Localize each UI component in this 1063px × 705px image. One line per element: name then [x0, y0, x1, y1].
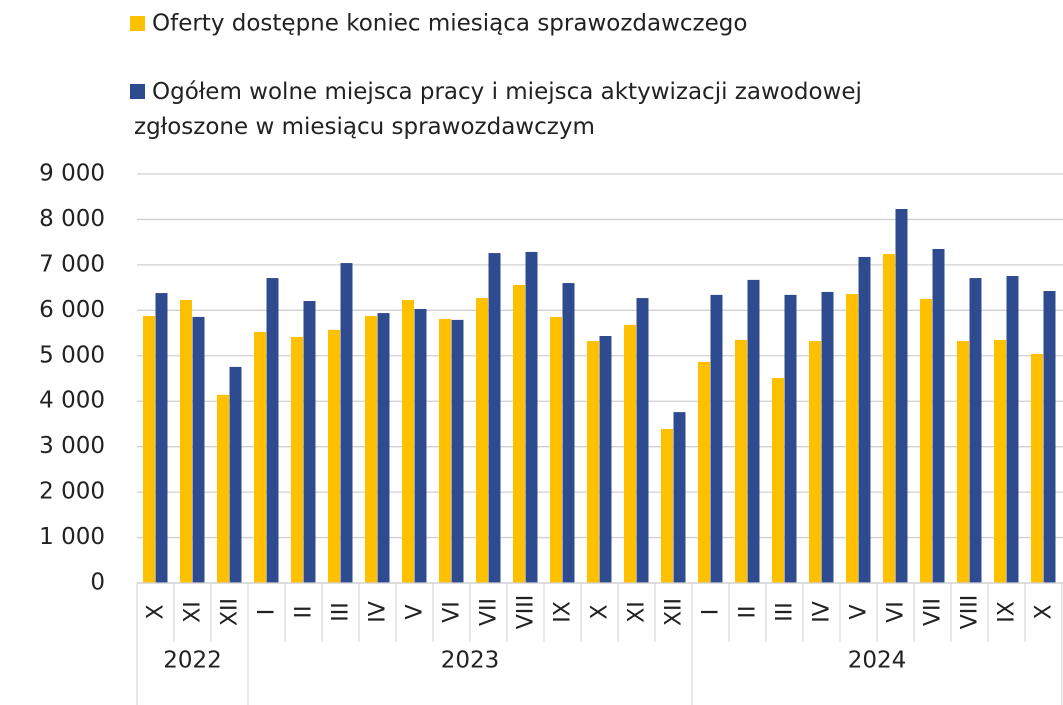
legend-label: Oferty dostępne koniec miesiąca sprawozd… [152, 11, 747, 37]
x-tick-label: IX [551, 601, 576, 623]
y-tick-label: 1 000 [39, 524, 105, 550]
bar [587, 341, 599, 583]
group-label: 2022 [163, 648, 222, 674]
x-tick-label: II [736, 606, 761, 619]
bar [180, 299, 192, 583]
bar [858, 256, 871, 583]
x-tick-label: VII [921, 598, 946, 626]
bar [661, 428, 673, 583]
x-tick-label: V [847, 604, 872, 619]
x-tick-label: IV [366, 601, 391, 623]
y-tick-label: 7 000 [39, 251, 105, 277]
bar [994, 339, 1006, 583]
y-tick-label: 8 000 [39, 206, 105, 232]
x-tick-label: VIII [958, 595, 983, 630]
x-tick-label: X [588, 604, 613, 619]
bar [710, 294, 723, 583]
group-label: 2024 [848, 648, 907, 674]
x-tick-label: X [1032, 604, 1057, 619]
bar [735, 339, 747, 583]
bar [846, 293, 858, 583]
bar [303, 301, 316, 583]
bar [772, 378, 784, 583]
bar [784, 294, 797, 583]
bar [217, 394, 229, 583]
legend-line: zgłoszone w miesiącu sprawozdawczym [134, 114, 595, 140]
bar [229, 366, 242, 583]
x-tick-label: XI [181, 601, 206, 623]
y-tick-label: 9 000 [39, 161, 105, 187]
x-tick-label: XI [625, 601, 650, 623]
bar [143, 316, 155, 583]
x-tick-label: VIII [514, 595, 539, 630]
x-tick-label: III [773, 602, 798, 621]
x-tick-label: IV [810, 601, 835, 623]
x-tick-label: XII [218, 598, 243, 626]
bar [377, 313, 390, 583]
x-tick-label: VII [477, 598, 502, 626]
bar [488, 253, 501, 583]
legend-label: Ogółem wolne miejsca pracy i miejsca akt… [134, 79, 862, 140]
bar [883, 253, 895, 583]
group-label: 2023 [441, 648, 500, 674]
bar [599, 336, 612, 583]
x-tick-label: VI [440, 601, 465, 623]
bar [969, 278, 982, 583]
bar [957, 341, 969, 583]
bar [525, 251, 538, 583]
bar [624, 324, 636, 583]
bar [476, 298, 488, 583]
bar [673, 412, 686, 583]
bar [513, 284, 525, 583]
bar [895, 208, 908, 583]
bar [451, 319, 464, 583]
y-tick-label: 6 000 [39, 297, 105, 323]
bar [636, 298, 649, 583]
x-tick-label: V [403, 604, 428, 619]
y-tick-label: 0 [90, 570, 105, 596]
bar [365, 316, 377, 583]
legend-line: Ogółem wolne miejsca pracy i miejsca akt… [152, 79, 862, 105]
bar [1006, 276, 1019, 583]
bar [439, 318, 451, 583]
bar [747, 279, 760, 583]
x-tick-label: VI [884, 601, 909, 623]
bar [340, 263, 353, 583]
x-tick-label: X [144, 604, 169, 619]
bar [920, 298, 932, 583]
x-tick-label: XII [662, 598, 687, 626]
x-tick-label: IX [995, 601, 1020, 623]
legend-swatch [130, 16, 145, 31]
bar [266, 278, 279, 583]
x-tick-label: III [329, 602, 354, 621]
bar [192, 316, 205, 583]
legend-swatch [130, 84, 145, 99]
bar [821, 291, 834, 583]
bar [932, 248, 945, 583]
bar [328, 329, 340, 583]
bar [254, 331, 266, 583]
bar [291, 336, 303, 583]
y-tick-label: 3 000 [39, 433, 105, 459]
bar [414, 308, 427, 583]
bar [562, 283, 575, 583]
y-tick-label: 4 000 [39, 388, 105, 414]
x-tick-label: I [255, 609, 280, 616]
bar [550, 316, 562, 583]
bar [1031, 353, 1043, 583]
bar [809, 341, 821, 583]
bar [402, 299, 414, 583]
bar [155, 293, 168, 583]
x-tick-label: I [699, 609, 724, 616]
y-tick-label: 5 000 [39, 342, 105, 368]
x-tick-label: II [292, 606, 317, 619]
y-tick-label: 2 000 [39, 479, 105, 505]
bar [1043, 291, 1056, 583]
bar [698, 361, 710, 583]
